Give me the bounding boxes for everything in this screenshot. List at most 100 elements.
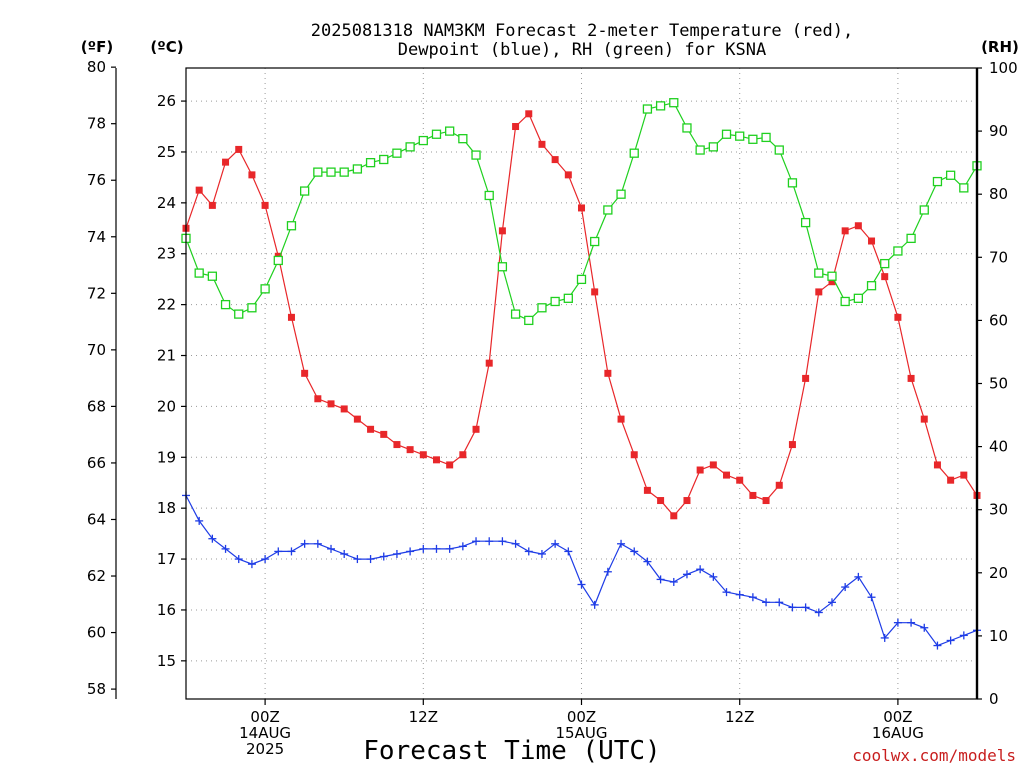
data-point	[670, 512, 678, 520]
data-point	[366, 555, 375, 564]
data-point	[893, 246, 903, 256]
data-point	[432, 456, 440, 464]
rh-tick-label: 60	[989, 311, 1008, 329]
c-tick-label: 19	[157, 448, 176, 466]
data-point	[880, 258, 890, 269]
data-point	[656, 575, 665, 584]
rh-tick-label: 90	[989, 122, 1008, 140]
data-point	[828, 278, 836, 286]
rh-tick-label: 10	[989, 627, 1008, 645]
data-point	[775, 481, 783, 489]
data-point	[643, 557, 652, 566]
data-point	[814, 608, 823, 617]
data-point	[393, 441, 401, 449]
data-point	[471, 150, 481, 160]
data-point	[498, 537, 507, 546]
data-point	[418, 135, 428, 146]
data-point	[748, 593, 757, 602]
data-point	[367, 425, 375, 433]
f-tick-label: 58	[87, 680, 106, 698]
x-tick-label: 2025	[246, 740, 284, 758]
data-point	[841, 583, 850, 592]
data-point	[247, 560, 256, 569]
data-point	[419, 451, 427, 459]
data-point	[563, 293, 573, 303]
data-point	[708, 142, 718, 152]
data-point	[472, 537, 481, 546]
rh-tick-label: 100	[989, 59, 1018, 77]
x-tick-label: 00Z	[883, 708, 912, 726]
data-point	[669, 577, 678, 586]
data-point	[616, 189, 626, 199]
data-point	[299, 186, 310, 196]
f-tick-label: 68	[87, 397, 106, 415]
data-point	[590, 600, 599, 609]
data-point	[959, 183, 969, 193]
data-point	[696, 565, 705, 574]
f-tick-label: 60	[87, 624, 106, 642]
rh-tick-label: 0	[989, 690, 999, 708]
data-point	[947, 476, 955, 484]
data-point	[537, 549, 546, 558]
data-point	[840, 296, 850, 307]
data-point	[696, 466, 704, 474]
data-point	[695, 145, 705, 155]
data-point	[564, 547, 573, 556]
data-point	[379, 154, 389, 165]
data-point	[273, 255, 283, 266]
data-point	[762, 598, 771, 607]
data-point	[919, 205, 929, 215]
data-point	[195, 516, 204, 525]
data-point	[380, 430, 388, 438]
data-point	[894, 313, 902, 321]
c-tick-label: 23	[157, 245, 176, 263]
data-point	[827, 271, 837, 281]
data-point	[194, 268, 204, 278]
data-point	[524, 547, 533, 556]
data-point	[525, 110, 533, 118]
data-point	[604, 369, 612, 377]
data-point	[920, 623, 929, 632]
data-point	[933, 461, 941, 469]
data-point	[853, 293, 863, 303]
f-tick-label: 66	[87, 454, 106, 472]
data-point	[657, 497, 665, 505]
data-point	[748, 134, 758, 144]
data-point	[327, 544, 336, 553]
f-tick-label: 74	[87, 228, 106, 246]
fahrenheit-axis-unit: (ºF)	[81, 38, 113, 56]
data-point	[722, 588, 731, 597]
data-point	[551, 156, 559, 164]
data-point	[682, 570, 691, 579]
data-point	[392, 148, 402, 158]
data-point	[220, 299, 231, 310]
data-point	[222, 158, 230, 166]
data-point	[721, 129, 732, 139]
data-point	[683, 497, 691, 505]
data-point	[287, 313, 295, 321]
data-point	[907, 618, 916, 627]
data-point	[800, 217, 811, 228]
data-point	[906, 233, 916, 244]
f-tick-label: 62	[87, 567, 106, 585]
x-tick-label: 16AUG	[872, 724, 924, 742]
data-point	[286, 221, 297, 231]
data-point	[208, 534, 217, 543]
data-point	[945, 170, 956, 180]
data-point	[484, 190, 494, 201]
data-point	[352, 164, 363, 174]
data-point	[431, 129, 442, 139]
data-point	[907, 374, 915, 382]
data-point	[643, 486, 651, 494]
f-tick-label: 76	[87, 171, 106, 189]
data-point	[207, 271, 218, 281]
data-point	[655, 101, 666, 111]
data-point	[445, 126, 455, 136]
rh-tick-label: 40	[989, 438, 1008, 456]
data-point	[459, 451, 467, 459]
data-point	[406, 446, 414, 454]
data-point	[327, 400, 335, 408]
data-point	[195, 186, 203, 194]
data-point	[854, 222, 862, 230]
